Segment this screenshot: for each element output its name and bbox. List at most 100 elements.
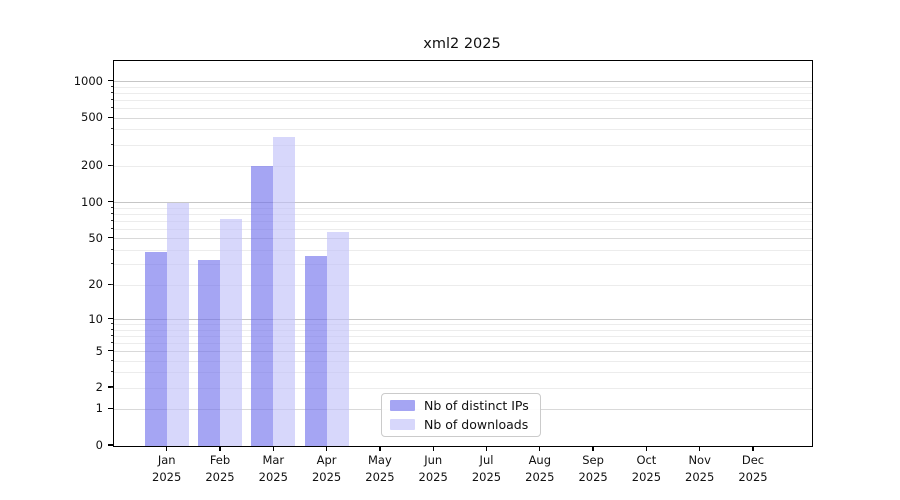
gridline-80	[114, 213, 812, 215]
y-minor-tick-700	[110, 99, 113, 101]
x-tick-sep	[592, 446, 594, 451]
gridline-800	[114, 92, 812, 94]
gridline-600	[114, 108, 812, 110]
x-tick-may	[379, 446, 381, 451]
y-minor-tick-300	[110, 143, 113, 145]
y-tick-label-1000: 1000	[73, 73, 103, 88]
bar-distinct-ips-mar	[251, 166, 274, 446]
y-minor-tick-400	[110, 128, 113, 130]
y-tick-label-2: 2	[95, 380, 103, 395]
bar-downloads-feb	[220, 219, 242, 446]
legend-swatch-downloads-icon	[390, 419, 415, 430]
x-tick-label-feb: Feb 2025	[205, 453, 235, 484]
x-tick-dec	[752, 446, 754, 451]
gridline-8	[114, 329, 812, 331]
gridline-3	[114, 372, 812, 374]
gridline-10	[114, 319, 812, 321]
gridline-70	[114, 220, 812, 222]
y-tick-1000	[108, 80, 113, 82]
y-minor-tick-80	[110, 212, 113, 214]
x-tick-mar	[272, 446, 274, 451]
y-minor-tick-9	[110, 323, 113, 325]
x-tick-label-dec: Dec 2025	[738, 453, 768, 484]
y-tick-10	[108, 317, 113, 320]
y-minor-tick-3	[110, 371, 113, 373]
chart-title: xml2 2025	[423, 36, 501, 52]
y-minor-tick-7	[110, 334, 113, 336]
x-tick-nov	[699, 446, 701, 451]
legend-item-distinct-ips: Nb of distinct IPs	[390, 397, 532, 413]
gridline-900	[114, 86, 812, 88]
y-tick-1	[108, 407, 113, 410]
x-tick-jun	[432, 446, 434, 451]
legend-label-downloads: Nb of downloads	[424, 416, 529, 432]
gridline-30	[114, 264, 812, 266]
x-tick-label-apr: Apr 2025	[311, 453, 342, 484]
y-minor-tick-4	[110, 359, 113, 361]
x-tick-apr	[325, 446, 328, 451]
x-tick-label-nov: Nov 2025	[685, 453, 715, 484]
gridline-90	[114, 207, 812, 209]
y-minor-tick-70	[110, 219, 113, 221]
x-tick-jan	[166, 446, 168, 451]
gridline-400	[114, 129, 812, 131]
bar-distinct-ips-apr	[304, 255, 327, 446]
gridline-1000	[114, 81, 812, 83]
gridline-60	[114, 228, 812, 230]
y-minor-tick-30	[110, 263, 113, 265]
y-tick-500	[108, 116, 113, 118]
y-minor-tick-800	[110, 91, 113, 93]
legend: Nb of distinct IPs Nb of downloads	[381, 393, 541, 437]
y-tick-5	[108, 349, 113, 352]
x-tick-oct	[645, 446, 648, 451]
y-tick-100	[108, 200, 113, 203]
gridline-40	[114, 249, 812, 251]
y-minor-tick-90	[110, 206, 113, 208]
y-minor-tick-600	[110, 107, 113, 109]
y-tick-0	[108, 444, 113, 446]
y-minor-tick-900	[110, 85, 113, 87]
y-tick-label-0: 0	[95, 438, 103, 452]
gridline-4	[114, 360, 812, 362]
gridline-5	[114, 351, 812, 353]
bar-downloads-jan	[166, 202, 189, 446]
gridline-500	[114, 117, 812, 119]
x-tick-feb	[219, 446, 221, 451]
plot-area: Nb of distinct IPs Nb of downloads	[113, 60, 813, 447]
y-minor-tick-60	[110, 227, 113, 229]
y-tick-50	[108, 237, 113, 239]
y-tick-label-100: 100	[81, 194, 103, 209]
y-tick-label-10: 10	[88, 311, 103, 326]
gridline-7	[114, 335, 812, 337]
y-tick-label-50: 50	[88, 230, 103, 245]
bar-distinct-ips-feb	[198, 260, 220, 446]
y-minor-tick-20	[110, 283, 113, 285]
bar-downloads-mar	[273, 136, 296, 446]
gridline-200	[114, 165, 812, 167]
x-tick-label-jun: Jun 2025	[418, 453, 448, 484]
x-tick-jul	[485, 446, 488, 451]
y-tick-label-20: 20	[88, 277, 103, 292]
gridline-100	[114, 202, 812, 204]
gridline-50	[114, 238, 812, 240]
gridline-2	[114, 387, 812, 389]
legend-swatch-distinct-ips-icon	[390, 400, 415, 411]
y-minor-tick-200	[110, 164, 113, 166]
y-tick-label-200: 200	[81, 158, 103, 173]
x-tick-label-sep: Sep 2025	[578, 453, 608, 484]
gridline-700	[114, 100, 812, 102]
x-tick-aug	[539, 446, 541, 451]
y-minor-tick-6	[110, 341, 113, 343]
legend-label-distinct-ips: Nb of distinct IPs	[424, 397, 529, 413]
x-tick-label-mar: Mar 2025	[258, 453, 288, 484]
x-tick-label-aug: Aug 2025	[525, 453, 555, 484]
gridline-20	[114, 284, 812, 286]
bar-downloads-apr	[326, 231, 349, 446]
legend-item-downloads: Nb of downloads	[390, 416, 532, 432]
x-tick-label-oct: Oct 2025	[631, 453, 662, 484]
bar-distinct-ips-jan	[144, 251, 167, 446]
y-minor-tick-40	[110, 248, 113, 250]
y-tick-label-5: 5	[95, 343, 103, 358]
x-tick-label-jul: Jul 2025	[471, 453, 502, 484]
